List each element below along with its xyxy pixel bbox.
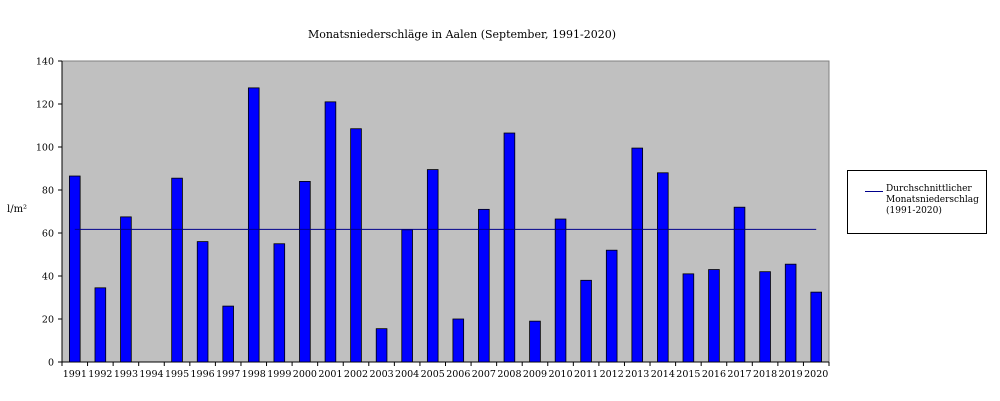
x-tick-label: 1992 (88, 369, 112, 380)
bar (682, 273, 695, 363)
x-tick-label: 2020 (804, 369, 828, 380)
y-tick-label: 0 (48, 358, 54, 369)
y-tick-label: 120 (36, 100, 54, 111)
bar (554, 218, 567, 363)
bar (222, 305, 234, 363)
bar (503, 132, 516, 363)
y-tick-label: 20 (42, 315, 54, 326)
x-tick-label: 2006 (446, 369, 470, 380)
legend: Durchschnittlicher Monatsniederschlag (1… (847, 170, 987, 234)
bar (452, 318, 465, 363)
y-tick-label: 80 (42, 186, 54, 197)
bar (580, 279, 592, 363)
y-tick-label: 60 (42, 229, 54, 240)
bar (708, 269, 720, 363)
y-axis-label: l/m² (7, 204, 27, 215)
x-tick-label: 1999 (267, 369, 291, 380)
x-tick-label: 2002 (344, 369, 368, 380)
x-tick-label: 1993 (114, 369, 138, 380)
bar (759, 271, 771, 363)
bar (94, 287, 107, 363)
x-tick-label: 2019 (779, 369, 803, 380)
bar-series (69, 87, 822, 363)
x-tick-label: 2009 (523, 369, 547, 380)
bar (299, 180, 311, 363)
x-tick-label: 2004 (395, 369, 419, 380)
x-tick-label: 2018 (753, 369, 777, 380)
bar (171, 177, 183, 363)
x-tick-label: 1997 (216, 369, 240, 380)
x-tick-label: 2013 (625, 369, 649, 380)
x-tick-label: 1996 (191, 369, 215, 380)
bar (733, 206, 746, 363)
bar (120, 216, 132, 363)
y-tick-label: 100 (36, 143, 54, 154)
bar (69, 175, 81, 363)
x-tick-label: 2008 (497, 369, 521, 380)
bar (401, 229, 413, 363)
bar (375, 328, 388, 363)
x-tick-label: 2014 (651, 369, 675, 380)
legend-label: Durchschnittlicher Monatsniederschlag (1… (886, 184, 979, 216)
x-tick-label: 2000 (293, 369, 317, 380)
x-tick-label: 2017 (727, 369, 751, 380)
x-tick-label: 2011 (574, 369, 598, 380)
y-tick-label: 40 (42, 272, 54, 283)
y-axis: 0 20 40 60 80 100 120 140 (36, 57, 63, 369)
y-tick-label: 140 (36, 57, 54, 68)
bar (426, 169, 439, 363)
bar (247, 87, 260, 363)
x-tick-label: 2001 (318, 369, 342, 380)
x-tick-label: 2003 (369, 369, 393, 380)
x-tick-label: 2016 (702, 369, 726, 380)
x-tick-label: 1994 (139, 369, 163, 380)
chart-title: Monatsniederschläge in Aalen (September,… (307, 28, 617, 41)
bar (529, 320, 541, 363)
legend-line-swatch (865, 191, 883, 192)
x-tick-label: 1991 (63, 369, 87, 380)
bar (631, 147, 644, 363)
plot-background (61, 60, 830, 363)
x-tick-label: 1998 (242, 369, 266, 380)
bar (324, 101, 337, 363)
x-tick-label: 2012 (600, 369, 624, 380)
x-tick-label: 2007 (472, 369, 496, 380)
bar (273, 243, 286, 363)
x-axis: 1991 1992 1993 1994 1995 1996 1997 1998 1999 2000… (61, 361, 830, 380)
x-tick-label: 2015 (676, 369, 700, 380)
bar (810, 291, 822, 363)
x-tick-label: 2010 (548, 369, 572, 380)
x-tick-label: 1995 (165, 369, 189, 380)
bar (784, 263, 797, 363)
bar (605, 249, 618, 363)
bar (350, 128, 362, 363)
x-tick-label: 2005 (421, 369, 445, 380)
bar (478, 208, 490, 363)
bar (657, 172, 669, 363)
bar (196, 241, 209, 363)
